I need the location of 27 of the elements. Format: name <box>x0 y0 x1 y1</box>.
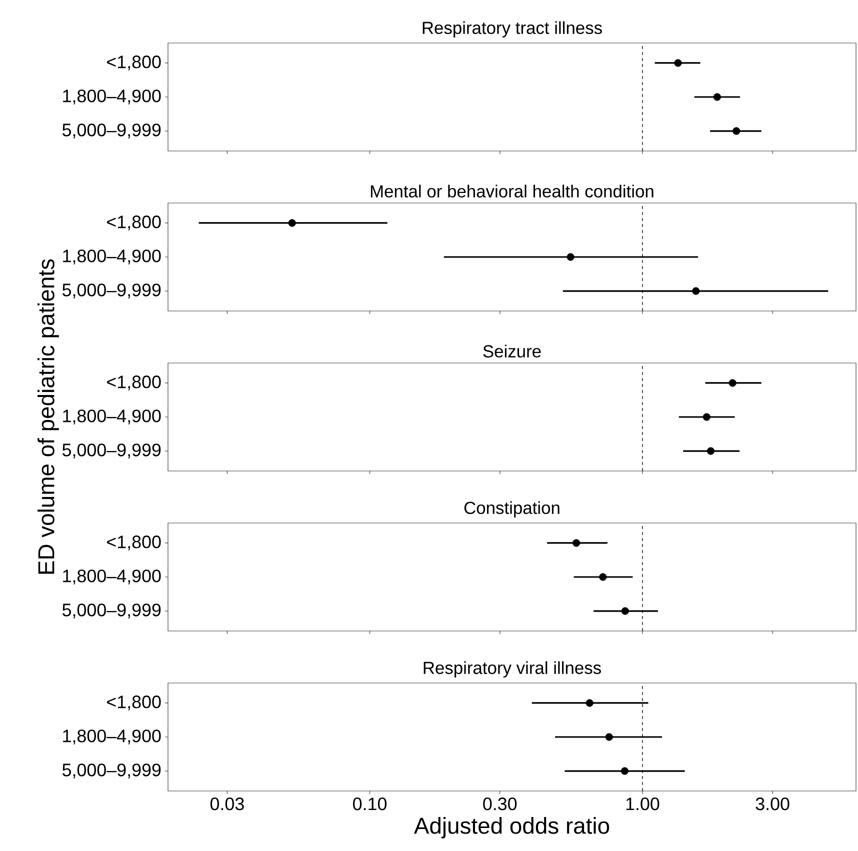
y-tick-label: 5,000–9,999 <box>62 284 161 298</box>
y-axis-title: ED volume of pediatric patients <box>38 259 59 574</box>
y-tick-label: <1,800 <box>107 536 161 550</box>
x-axis-title: Adjusted odds ratio <box>414 817 610 838</box>
chart-title: Respiratory tract illness <box>422 21 602 38</box>
y-tick-label: <1,800 <box>107 376 161 390</box>
x-tick-label: 1.00 <box>626 798 660 810</box>
y-tick-label: 5,000–9,999 <box>62 444 161 458</box>
chart-title: Mental or behavioral health condition <box>370 184 654 198</box>
x-tick-label: 0.30 <box>483 798 517 810</box>
y-tick-label: 1,800–4,900 <box>63 410 161 424</box>
y-tick-label: <1,800 <box>107 56 161 70</box>
y-tick-label: 5,000–9,999 <box>62 604 161 618</box>
y-tick-label: 1,800–4,900 <box>63 730 161 744</box>
y-tick-label: <1,800 <box>107 216 161 230</box>
y-tick-label: 5,000–9,999 <box>62 764 161 778</box>
x-tick-label: 0.10 <box>353 798 387 810</box>
y-tick-label: 5,000–9,999 <box>62 124 161 138</box>
chart-title: Constipation <box>464 501 560 518</box>
y-tick-label: <1,800 <box>107 696 161 710</box>
y-tick-label: 1,800–4,900 <box>63 90 161 104</box>
x-tick-label: 3.00 <box>756 798 790 810</box>
x-tick-label: 0.03 <box>210 798 244 810</box>
y-tick-label: 1,800–4,900 <box>63 250 161 264</box>
y-tick-label: 1,800–4,900 <box>63 570 161 584</box>
chart-title: Seizure <box>483 344 541 358</box>
chart-title: Respiratory viral illness <box>424 661 601 678</box>
